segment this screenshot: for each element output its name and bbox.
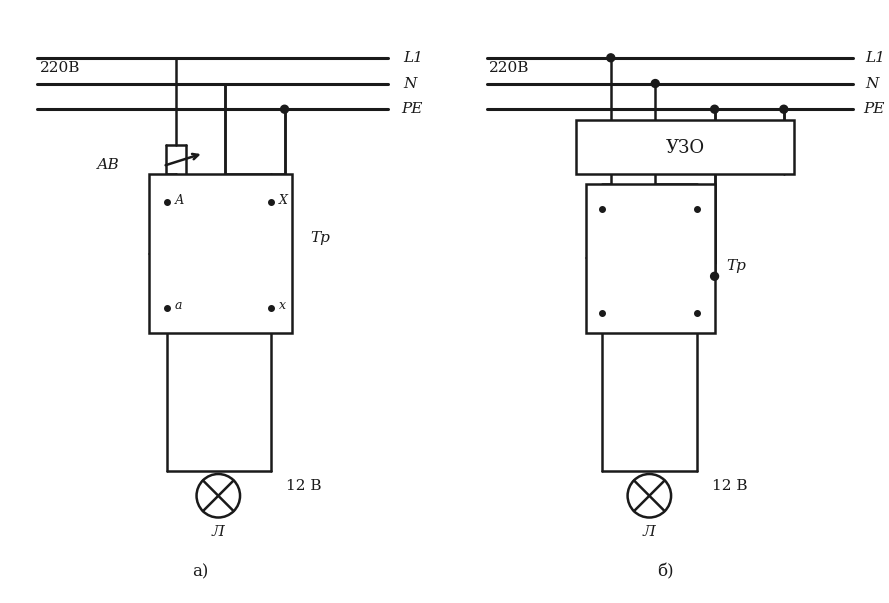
Text: L1: L1: [404, 51, 423, 65]
Text: АВ: АВ: [97, 157, 119, 172]
Text: L1: L1: [865, 51, 885, 65]
Circle shape: [710, 106, 718, 113]
Circle shape: [652, 80, 660, 87]
Circle shape: [281, 106, 289, 113]
Bar: [149, 174, 292, 333]
Text: х: х: [278, 300, 285, 312]
Text: 220В: 220В: [489, 61, 530, 75]
Text: Тр: Тр: [310, 231, 330, 245]
Text: а): а): [192, 563, 209, 580]
Text: А: А: [175, 194, 184, 207]
Text: PE: PE: [863, 103, 885, 116]
Text: Л: Л: [212, 525, 225, 539]
Text: N: N: [404, 77, 417, 90]
Bar: [576, 120, 794, 174]
Text: 12 В: 12 В: [285, 479, 321, 493]
Circle shape: [607, 54, 614, 62]
Text: Тр: Тр: [726, 259, 747, 273]
Text: Л: Л: [643, 525, 656, 539]
Text: а: а: [175, 300, 182, 312]
Text: б): б): [657, 563, 674, 580]
Text: N: N: [865, 77, 878, 90]
Circle shape: [780, 106, 788, 113]
Text: Х: Х: [278, 194, 287, 207]
Text: PE: PE: [401, 103, 422, 116]
Text: 220В: 220В: [40, 61, 81, 75]
Bar: [586, 185, 715, 333]
Text: 12 В: 12 В: [711, 479, 747, 493]
Text: УЗО: УЗО: [665, 139, 704, 157]
Circle shape: [710, 273, 718, 280]
